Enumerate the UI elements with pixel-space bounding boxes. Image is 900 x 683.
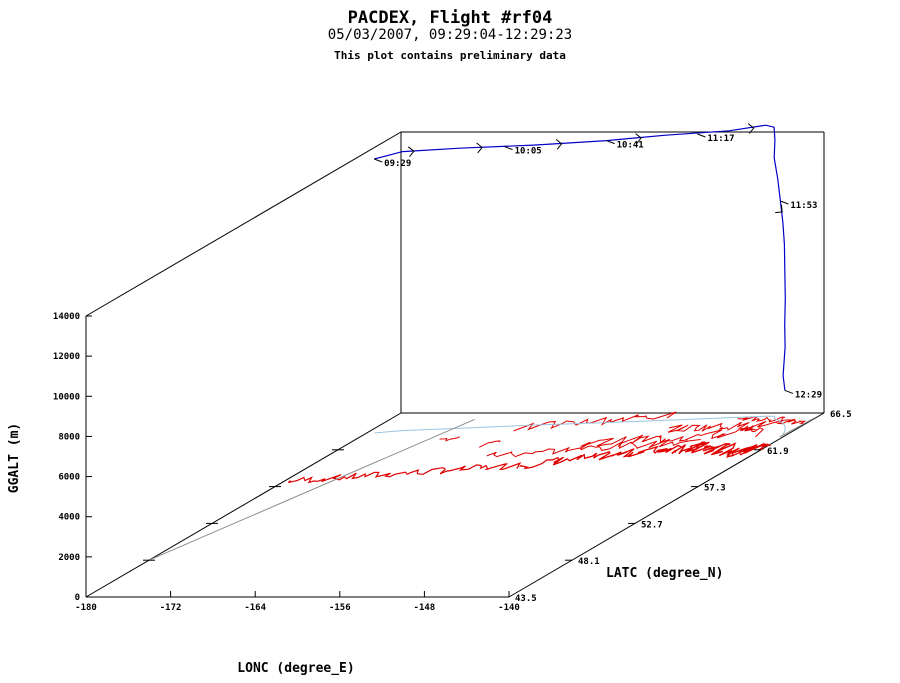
time-label: 11:17 (707, 134, 734, 144)
coastline-segment (667, 419, 794, 433)
time-label-leader (784, 389, 794, 394)
time-labels: 09:29 10:05 10:41 11:17 11:53 12:29 (373, 133, 822, 400)
z-axis-label: GGALT (m) (7, 423, 22, 493)
flight-track-line (374, 124, 786, 391)
chart-subtitle: 05/03/2007, 09:29:04-12:29:23 (327, 27, 573, 43)
time-label-leader (606, 140, 615, 145)
time-label: 12:29 (795, 390, 822, 400)
z-tick-label: 6000 (58, 473, 80, 483)
direction-arrow-icon (555, 139, 563, 150)
coastline-segment (731, 442, 772, 457)
time-label-leader (780, 200, 789, 205)
x-axis-label: LONC (degree_E) (237, 661, 354, 676)
projection-line (779, 417, 815, 438)
x-tick-label: -164 (244, 603, 266, 613)
direction-arrow-icon (407, 146, 415, 158)
direction-arrow-icon (775, 204, 783, 214)
coastline-segment (287, 462, 522, 484)
ground-track (148, 415, 815, 561)
x-tick-label: -148 (414, 603, 436, 613)
x-tick-label: -172 (160, 603, 182, 613)
coastline-segment (513, 411, 677, 432)
direction-arrow-icon (635, 133, 642, 144)
y-axis-line (508, 412, 825, 598)
coastline (287, 411, 807, 484)
direction-arrow-icon (476, 142, 483, 154)
z-tick-label: 0 (75, 593, 80, 603)
time-label-leader (504, 146, 513, 151)
floor-left-edge (85, 412, 402, 598)
top-left-edge (85, 131, 402, 317)
z-tick-label: 12000 (53, 352, 80, 362)
z-tick-label: 4000 (58, 513, 80, 523)
y-tick-label: 52.7 (641, 520, 663, 530)
z-tick-label: 10000 (53, 392, 80, 402)
y-axis-label: LATC (degree_N) (606, 566, 723, 581)
axes-box (85, 131, 825, 598)
z-tick-label: 2000 (58, 553, 80, 563)
coastline-segment (579, 427, 764, 450)
z-tick-label: 14000 (53, 312, 80, 322)
direction-arrow-icon (747, 123, 755, 134)
coastline-segment (740, 425, 757, 432)
time-label: 11:53 (790, 201, 817, 211)
x-tick-label: -156 (329, 603, 351, 613)
y-tick-label: 48.1 (578, 557, 600, 567)
x-tick-label: -180 (75, 603, 97, 613)
coastline-segment (439, 436, 460, 442)
y-tick-label: 43.5 (515, 594, 537, 604)
projection-line (148, 418, 475, 561)
flight-track (374, 123, 786, 391)
coastline-segment (519, 444, 682, 470)
time-label-leader (697, 133, 706, 138)
time-label: 09:29 (384, 159, 411, 169)
z-tick-label: 8000 (58, 432, 80, 442)
coastline-segment (671, 441, 757, 458)
time-label: 10:41 (617, 141, 644, 151)
y-tick-label: 61.9 (767, 447, 789, 457)
coastline-segment (478, 440, 501, 448)
y-tick-label: 57.3 (704, 484, 726, 494)
chart-title: PACDEX, Flight #rf04 (347, 8, 553, 28)
y-tick-label: 66.5 (830, 410, 852, 420)
time-label: 10:05 (515, 147, 542, 157)
preliminary-note: This plot contains preliminary data (334, 49, 566, 62)
ground-track-line (374, 415, 786, 436)
x-tick-label: -140 (498, 603, 520, 613)
time-label-leader (373, 158, 383, 163)
